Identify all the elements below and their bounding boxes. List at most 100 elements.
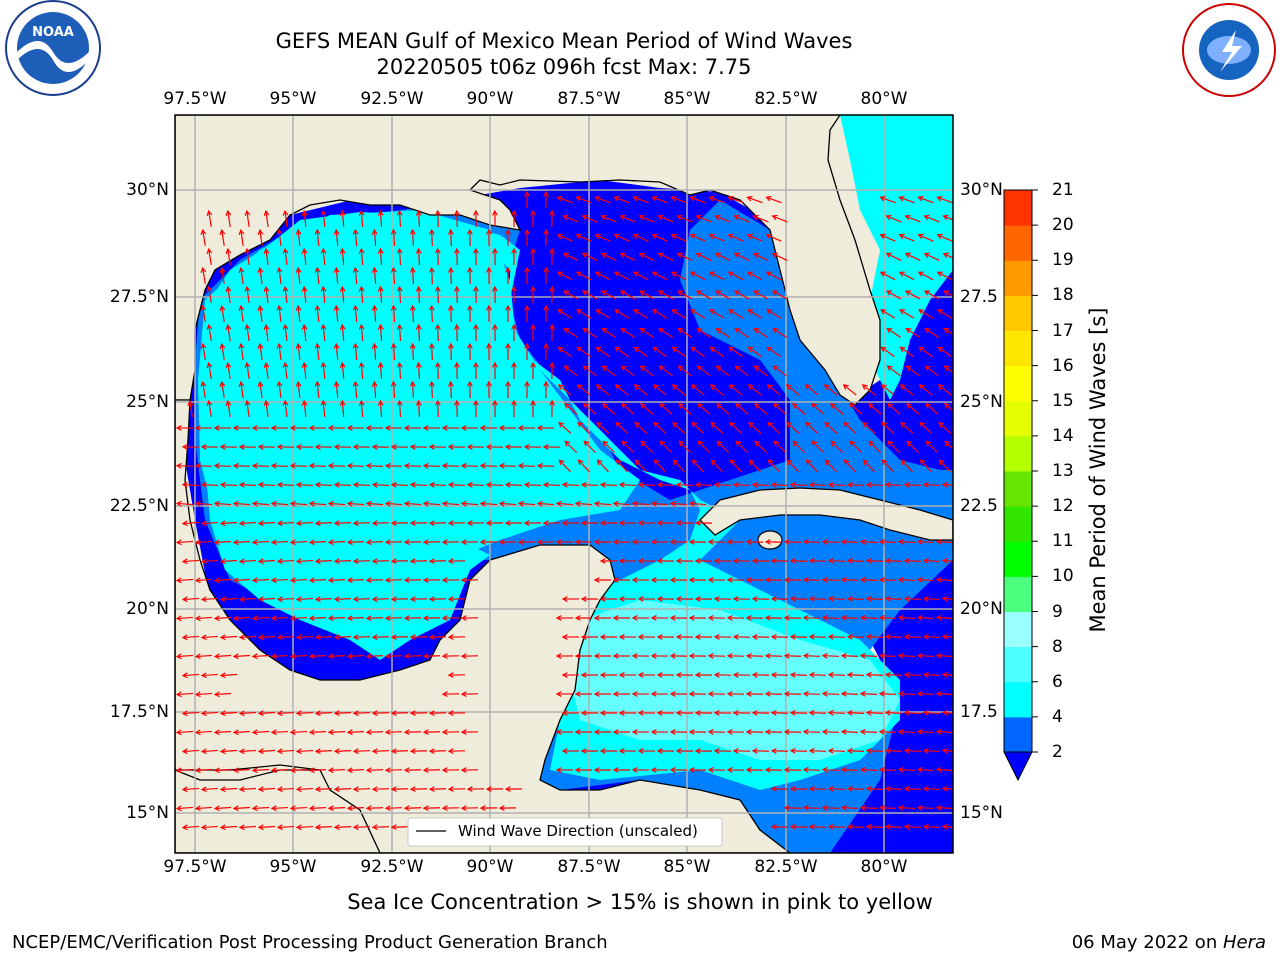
wind-arrow [865, 633, 884, 640]
wind-arrow [472, 209, 479, 228]
wind-arrow [434, 247, 441, 266]
wind-arrow [766, 346, 781, 358]
wind-arrow [213, 729, 232, 736]
wind-arrow [583, 402, 597, 415]
wind-arrow [270, 805, 289, 812]
wind-arrow [498, 539, 517, 545]
wind-arrow [276, 634, 295, 641]
wind-arrow [232, 767, 251, 774]
wind-arrow [843, 421, 857, 434]
wind-arrow [771, 214, 788, 223]
wind-arrow [505, 380, 511, 399]
wind-arrow [752, 252, 769, 262]
wind-arrow [676, 214, 693, 223]
wind-arrow [181, 748, 200, 755]
wind-arrow [650, 615, 669, 621]
wind-arrow [596, 421, 610, 434]
wind-arrow [181, 824, 200, 831]
wind-arrow [377, 209, 384, 228]
wind-arrow [618, 634, 637, 640]
wind-arrow [371, 634, 390, 641]
wind-arrow [805, 459, 818, 473]
wind-arrow [384, 462, 403, 469]
wind-arrow [633, 346, 648, 358]
wind-arrow [257, 634, 276, 641]
wind-arrow [600, 214, 617, 223]
tick-label: 25°N [960, 392, 1003, 412]
wind-arrow [289, 539, 308, 546]
wind-arrow [707, 576, 726, 583]
wind-arrow [922, 557, 941, 564]
wind-arrow [384, 577, 403, 584]
wind-arrow [561, 596, 580, 602]
wind-arrow [601, 365, 616, 377]
wind-arrow [846, 481, 865, 488]
wind-arrow [696, 365, 711, 377]
wind-arrow [709, 346, 724, 358]
wind-arrow [320, 399, 327, 418]
wind-arrow [823, 384, 838, 396]
wind-arrow [384, 615, 403, 622]
wind-arrow [688, 500, 707, 507]
tick-label: 15°N [126, 803, 169, 823]
wind-arrow [422, 805, 441, 812]
wind-arrow [732, 671, 751, 678]
wind-arrow [219, 443, 238, 450]
wind-arrow [865, 747, 884, 754]
wind-arrow [327, 729, 346, 736]
wind-arrow [689, 233, 706, 242]
wind-arrow [460, 539, 479, 546]
land-honduras [175, 769, 381, 853]
wind-arrow [276, 481, 295, 488]
wind-arrow [669, 500, 688, 507]
wind-arrow [650, 539, 669, 545]
wind-arrow [886, 327, 902, 338]
wind-arrow [808, 785, 827, 792]
wind-arrow [238, 304, 245, 323]
wind-arrow [821, 652, 840, 659]
wind-arrow [276, 380, 283, 399]
wind-arrow [358, 361, 365, 380]
wind-arrow [669, 767, 688, 773]
wind-arrow [352, 710, 371, 717]
wind-arrow [783, 804, 802, 811]
wind-arrow [232, 425, 251, 431]
wind-arrow [631, 500, 650, 507]
wind-arrow [276, 228, 283, 247]
wind-arrow [327, 767, 346, 774]
wind-arrow [937, 346, 952, 358]
wind-arrow [409, 443, 428, 450]
wind-arrow [599, 634, 618, 640]
wind-arrow [238, 634, 257, 641]
wind-arrow [365, 653, 384, 660]
wind-arrow [352, 443, 371, 450]
wind-arrow [936, 271, 953, 281]
wind-arrow [669, 615, 688, 621]
wind-arrow [593, 500, 612, 507]
wind-arrow [295, 786, 314, 793]
wind-arrow [289, 805, 308, 812]
wind-arrow [751, 557, 770, 564]
wind-arrow [415, 399, 422, 418]
wind-arrow [783, 652, 802, 659]
wind-arrow [677, 365, 692, 377]
wind-arrow [409, 634, 428, 641]
wind-arrow [599, 481, 618, 488]
wind-arrow [631, 653, 650, 659]
wind-arrow [675, 596, 694, 602]
wind-arrow [308, 653, 327, 660]
wind-arrow [556, 195, 573, 204]
wind-arrow [492, 323, 498, 342]
wind-arrow [365, 805, 384, 812]
colorbar-tick-label: 6 [1052, 671, 1063, 692]
wind-arrow [301, 209, 308, 228]
wind-arrow [175, 653, 194, 660]
wind-arrow [637, 634, 656, 640]
wind-arrow [651, 195, 668, 204]
wind-arrow [295, 710, 314, 717]
wind-arrow [576, 384, 591, 396]
wind-arrow [884, 785, 903, 792]
wind-arrow [466, 304, 473, 323]
wind-arrow [764, 614, 783, 621]
wind-arrow [301, 247, 308, 266]
